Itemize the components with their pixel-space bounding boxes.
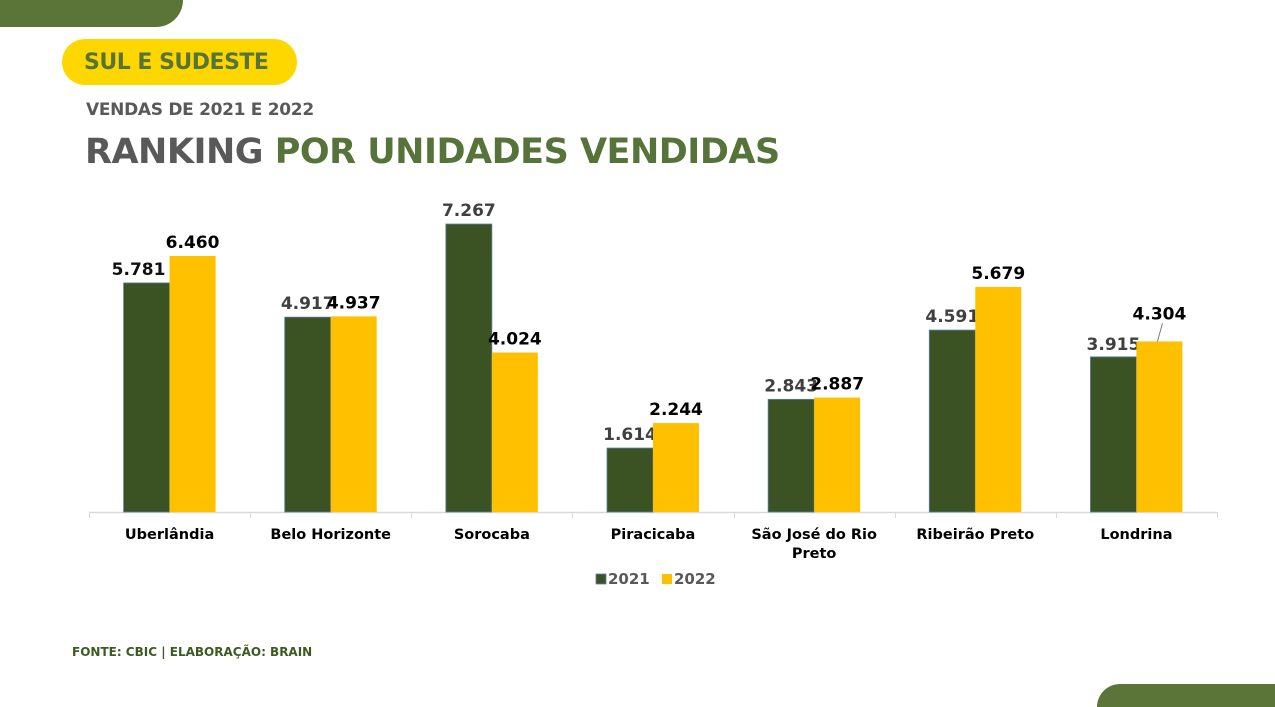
bar-2021 (767, 398, 815, 513)
corner-decoration-top-left (0, 0, 183, 27)
region-badge: SUL E SUDESTE (62, 39, 297, 85)
legend-label-2021: 2021 (608, 570, 650, 588)
category-label: Preto (792, 546, 837, 562)
bar-2021 (445, 223, 493, 513)
legend-swatch-2021 (595, 573, 607, 585)
category-label: São José do Rio (751, 527, 877, 543)
data-label-2022: 4.024 (488, 330, 542, 350)
bar-2021 (606, 447, 654, 513)
data-label-2022: 4.304 (1133, 304, 1187, 324)
bar-2022 (814, 397, 861, 512)
category-label: Belo Horizonte (270, 527, 391, 543)
data-label-2022: 4.937 (327, 293, 381, 313)
data-label-2022: 5.679 (971, 264, 1025, 284)
data-label-2021: 1.614 (603, 425, 657, 445)
page-title-part1: RANKING (85, 132, 264, 172)
bar-2022 (330, 316, 377, 512)
source-note: FONTE: CBIC | ELABORAÇÃO: BRAIN (72, 645, 313, 659)
data-label-2021: 4.591 (925, 307, 979, 327)
page-title: RANKING POR UNIDADES VENDIDAS (85, 132, 780, 172)
bar-2021 (928, 329, 976, 513)
bar-2021 (1090, 356, 1137, 513)
bar-2022 (169, 256, 216, 512)
legend-label-2022: 2022 (674, 570, 716, 588)
category-label: Uberlândia (125, 527, 214, 543)
bar-2022 (491, 352, 538, 512)
data-label-2022: 2.244 (649, 400, 703, 420)
bar-2021 (284, 316, 332, 513)
category-label: Sorocaba (454, 527, 530, 543)
data-label-2021: 2.843 (764, 376, 818, 396)
corner-decoration-bottom-right (1097, 684, 1275, 707)
category-label: Ribeirão Preto (916, 527, 1034, 543)
category-label: Piracicaba (611, 527, 696, 543)
page-title-part2: POR UNIDADES VENDIDAS (274, 132, 780, 172)
bar-2021 (123, 282, 170, 513)
data-label-2021: 7.267 (442, 201, 496, 221)
data-label-2021: 4.917 (281, 294, 335, 314)
page-subtitle: VENDAS DE 2021 E 2022 (86, 100, 314, 120)
legend-swatch-2022 (662, 574, 672, 584)
data-label-2021: 3.915 (1087, 335, 1141, 355)
data-label-2022: 6.460 (166, 233, 220, 253)
data-label-2022: 2.887 (810, 375, 864, 395)
category-label: Londrina (1100, 527, 1172, 543)
region-badge-label: SUL E SUDESTE (84, 49, 269, 75)
data-label-2021: 5.781 (112, 260, 166, 280)
bar-2022 (653, 423, 699, 512)
bar-2022 (1136, 341, 1183, 512)
data-label-leader-line (1156, 323, 1163, 342)
bar-2022 (975, 286, 1022, 512)
